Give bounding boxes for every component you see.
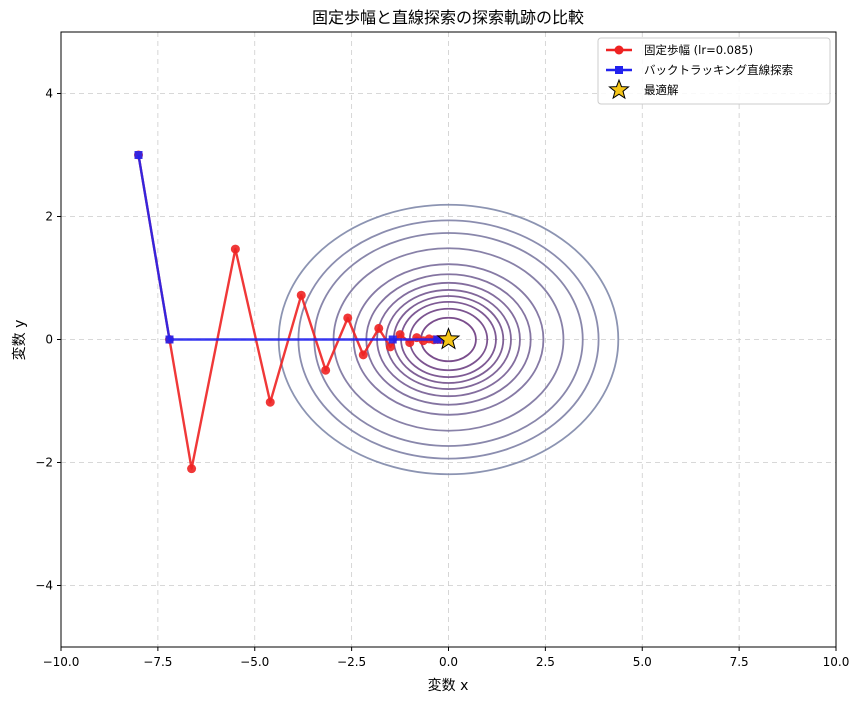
x-tick-label: 2.5 [536, 655, 555, 669]
legend-entry-fixed-step-marker [614, 45, 624, 55]
y-axis: −4 −2 0 2 4 [35, 87, 61, 593]
fixed-step-point [187, 464, 197, 474]
x-axis-title: 変数 x [428, 677, 469, 694]
legend-box [597, 37, 831, 105]
y-tick-label: 0 [45, 333, 53, 347]
fixed-step-point [374, 323, 384, 333]
fixed-step-point [265, 397, 275, 407]
fixed-step-point [358, 350, 368, 360]
legend-entry-backtracking-label: バックトラッキング直線探索 [644, 63, 793, 77]
backtracking-point [433, 335, 442, 344]
x-tick-label: −7.5 [143, 655, 172, 669]
x-tick-label: 10.0 [823, 655, 850, 669]
y-tick-label: 4 [45, 87, 53, 101]
x-tick-label: −2.5 [337, 655, 366, 669]
backtracking-point [388, 335, 397, 344]
y-tick-label: −4 [35, 579, 53, 593]
optimum-star [436, 327, 461, 350]
legend-entry-backtracking-marker [615, 66, 623, 74]
x-tick-label: 7.5 [730, 655, 749, 669]
series-layer [134, 150, 461, 474]
fixed-step-point [343, 313, 353, 323]
fixed-step-point [230, 244, 240, 254]
x-tick-label: 0.0 [439, 655, 458, 669]
legend-entry-fixed-step-label: 固定歩幅 (lr=0.085) [644, 43, 753, 57]
fixed-step-point [385, 342, 395, 352]
fixed-step-point [321, 365, 331, 375]
legend-entry-optimum-label: 最適解 [644, 83, 679, 97]
fixed-step-point [395, 330, 405, 340]
backtracking-point [134, 151, 143, 159]
x-tick-label: −10.0 [43, 655, 80, 669]
backtracking-point [165, 335, 174, 344]
x-tick-label: −5.0 [240, 655, 269, 669]
backtracking-line [137, 154, 449, 341]
y-tick-label: 2 [45, 210, 53, 224]
fixed-step-point [296, 290, 306, 300]
x-axis: −10.0 −7.5 −5.0 −2.5 0.0 2.5 5.0 7.5 10.0 [43, 647, 850, 669]
chart-title: 固定歩幅と直線探索の探索軌跡の比較 [312, 8, 584, 27]
y-axis-title: 変数 y [11, 320, 28, 361]
y-tick-label: −2 [35, 456, 53, 470]
legend-entry-optimum-marker [608, 78, 630, 100]
x-tick-label: 5.0 [633, 655, 652, 669]
